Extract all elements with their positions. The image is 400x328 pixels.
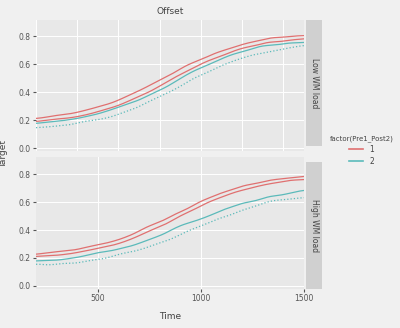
- Legend: 1, 2: 1, 2: [330, 135, 394, 166]
- Text: Offset: Offset: [156, 8, 184, 16]
- Text: Time: Time: [159, 313, 181, 321]
- Text: Low WM load: Low WM load: [310, 58, 318, 108]
- Text: Target: Target: [0, 140, 8, 168]
- Text: High WM load: High WM load: [310, 199, 318, 252]
